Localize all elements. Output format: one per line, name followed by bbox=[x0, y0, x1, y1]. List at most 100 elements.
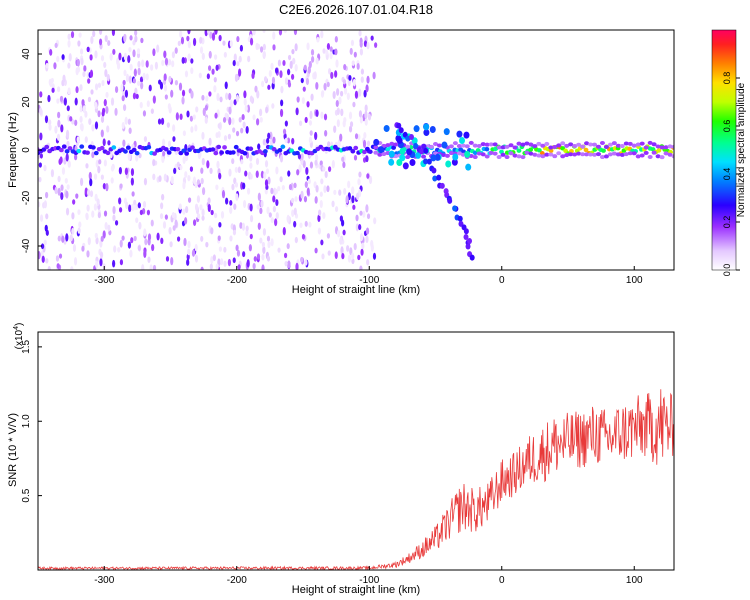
spectrogram-cell bbox=[141, 59, 145, 68]
spectrogram-cell bbox=[315, 109, 319, 118]
spectrogram-cell bbox=[228, 116, 232, 126]
spectrogram-cell bbox=[61, 167, 66, 175]
spectrogram-cell bbox=[528, 151, 534, 156]
spectrogram-cell bbox=[163, 147, 169, 152]
spectrogram-cell bbox=[639, 141, 645, 146]
spectrogram-cell bbox=[520, 155, 526, 160]
spectrogram-cell bbox=[309, 110, 313, 120]
spectrogram-cell bbox=[219, 150, 225, 155]
spectrogram-cell bbox=[102, 183, 106, 190]
spectrogram-cell bbox=[75, 86, 79, 94]
spectrogram-cell bbox=[68, 53, 72, 62]
figure-title: C2E6.2026.107.01.04.R18 bbox=[279, 2, 433, 17]
spectrogram-cell bbox=[170, 257, 174, 266]
spectrogram-cell bbox=[536, 153, 542, 158]
spectrogram-cell bbox=[615, 152, 621, 157]
spectrogram-cell bbox=[123, 69, 127, 77]
snr-y-ticks: 0.5 1.0 1.5 bbox=[21, 339, 42, 503]
spectrogram-cell bbox=[172, 136, 176, 142]
spectrogram-cell bbox=[135, 217, 139, 224]
spectrogram-cell bbox=[106, 73, 110, 82]
spectrogram-cell bbox=[163, 73, 167, 81]
spectrogram-cell bbox=[305, 166, 309, 175]
spectrogram-cell bbox=[320, 239, 324, 246]
spectrogram-cell bbox=[326, 233, 331, 239]
spectrogram-cell bbox=[463, 131, 470, 139]
spectrogram-cell bbox=[440, 152, 446, 157]
spectrogram-cell bbox=[603, 154, 609, 159]
spectrogram-cell bbox=[229, 99, 233, 108]
spectrogram-cell bbox=[235, 94, 240, 103]
spectrogram-cell bbox=[556, 151, 562, 156]
spectrogram-cell bbox=[53, 62, 57, 70]
spectrogram-cell bbox=[57, 119, 61, 128]
spectrogram-cell bbox=[163, 50, 167, 59]
spectrogram-cell bbox=[105, 91, 109, 98]
spectrogram-cell bbox=[197, 213, 201, 220]
spectrogram-cell bbox=[373, 138, 380, 146]
spectrogram-cell bbox=[243, 90, 247, 99]
spectrogram-cell bbox=[45, 213, 49, 220]
spectrogram-cell bbox=[97, 110, 101, 118]
spectrogram-cell bbox=[234, 182, 239, 188]
spectrogram-cell bbox=[72, 199, 76, 205]
spectrogram-cell bbox=[492, 151, 498, 156]
spectrogram-cell bbox=[311, 55, 315, 63]
spectrogram-cell bbox=[132, 78, 137, 84]
spectrogram-cell bbox=[100, 55, 105, 62]
spectrogram-cell bbox=[117, 246, 121, 253]
spectrogram-cell bbox=[659, 145, 665, 150]
spectrogram-cell bbox=[187, 41, 191, 49]
spectrogram-cell bbox=[283, 30, 287, 34]
spectrogram-cell bbox=[256, 90, 260, 99]
spectrogram-cell bbox=[484, 154, 490, 159]
spectrogram-cell bbox=[294, 236, 298, 244]
spectrogram-cell bbox=[366, 173, 370, 179]
spectrogram-cell bbox=[263, 76, 268, 83]
spectrogram-cell bbox=[201, 52, 205, 61]
spectrogram-cell bbox=[331, 200, 335, 208]
spectrogram-cell bbox=[261, 80, 265, 88]
spectrogram-cell bbox=[186, 110, 190, 118]
spectrogram-cell bbox=[315, 184, 319, 193]
snr-exponent-close: ) bbox=[14, 323, 25, 326]
spectrogram-cell bbox=[81, 99, 85, 107]
x-tick-label: 0 bbox=[499, 275, 505, 286]
spectrogram-cell bbox=[419, 148, 425, 155]
spectrogram-cell bbox=[346, 92, 350, 100]
spectrogram-cell bbox=[627, 141, 633, 146]
spectrogram-cell bbox=[220, 210, 225, 219]
spectrogram-cell bbox=[84, 136, 88, 143]
spectrogram-cell bbox=[261, 241, 265, 248]
spectrogram-cell bbox=[209, 263, 213, 270]
spectrogram-cell bbox=[94, 232, 98, 239]
spectrogram-cell bbox=[601, 148, 606, 153]
spectrogram-cell bbox=[274, 188, 278, 195]
spectrogram-cell bbox=[118, 197, 122, 205]
spectrogram-cell bbox=[256, 118, 260, 126]
spectrogram-cell bbox=[207, 197, 211, 204]
spectrogram-cell bbox=[124, 89, 129, 98]
spectrogram-cell bbox=[272, 205, 276, 213]
spectrogram-cell bbox=[187, 240, 191, 249]
spectrogram-cell bbox=[167, 103, 171, 110]
spectrogram-cell bbox=[246, 187, 251, 195]
spectrogram-cell bbox=[56, 86, 61, 93]
spectrogram-cell bbox=[109, 52, 113, 61]
spectrogram-cell bbox=[295, 150, 300, 156]
spectrogram-cell bbox=[370, 239, 374, 248]
spectrogram-cell bbox=[279, 154, 284, 163]
spectrogram-cell bbox=[201, 208, 205, 217]
spectrogram-cell bbox=[287, 68, 291, 76]
spectrogram-cell bbox=[174, 47, 178, 54]
spectrogram-cell bbox=[38, 250, 41, 260]
spectrogram-cell bbox=[98, 30, 103, 35]
spectrogram-cell bbox=[460, 143, 466, 148]
x-tick-label: 100 bbox=[626, 275, 643, 286]
spectrogram-cell bbox=[347, 254, 352, 263]
spectrogram-cell bbox=[186, 259, 190, 266]
spectrogram-cell bbox=[181, 96, 185, 105]
spectrogram-y-label: Frequency (Hz) bbox=[7, 112, 19, 188]
spectrogram-cell bbox=[360, 248, 364, 256]
